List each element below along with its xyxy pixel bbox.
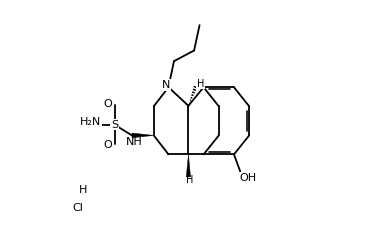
- Polygon shape: [186, 154, 191, 177]
- Text: N: N: [162, 80, 170, 90]
- Text: O: O: [104, 99, 112, 109]
- Text: O: O: [104, 140, 112, 150]
- Text: H: H: [79, 185, 87, 195]
- Text: S: S: [111, 120, 118, 130]
- Text: H: H: [186, 175, 193, 186]
- Text: Cl: Cl: [73, 203, 83, 213]
- Text: H₂N: H₂N: [80, 117, 101, 127]
- Polygon shape: [132, 133, 154, 138]
- Text: H: H: [197, 79, 205, 89]
- Text: OH: OH: [239, 173, 256, 183]
- Text: NH: NH: [126, 137, 142, 147]
